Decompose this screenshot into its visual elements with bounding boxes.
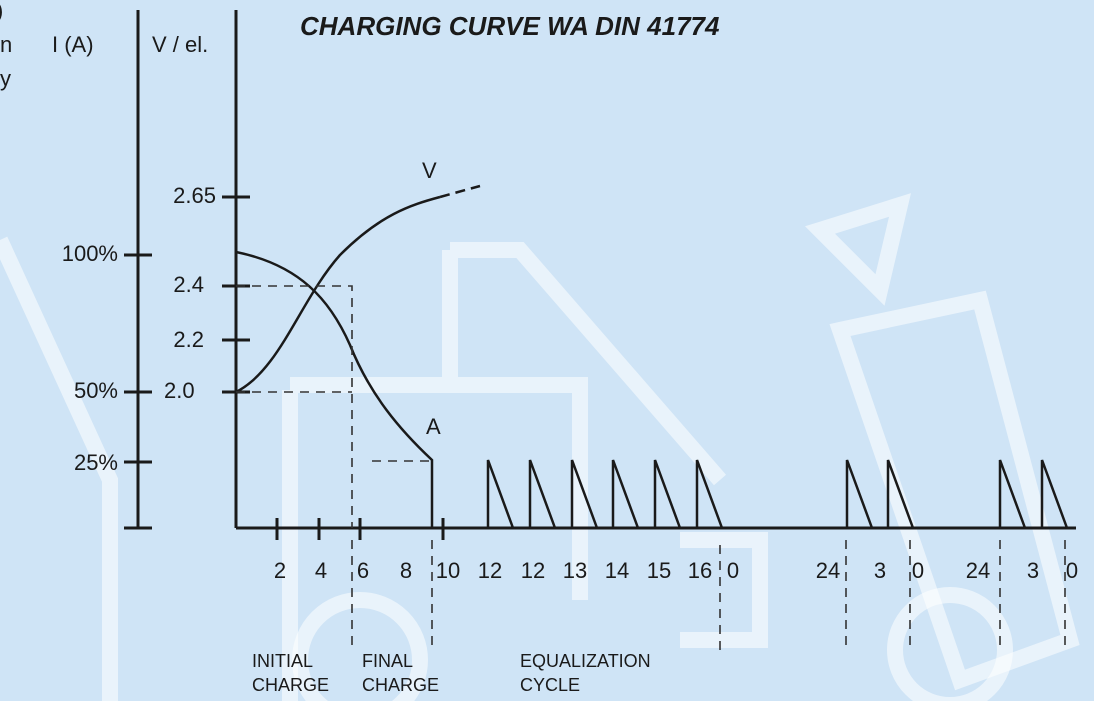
x-label: 0 [912, 558, 924, 583]
x-label: 6 [357, 558, 369, 583]
tick-label: 2.4 [173, 272, 204, 297]
x-label: 12 [478, 558, 502, 583]
axis-label: I (A) [52, 32, 94, 57]
x-label: 3 [874, 558, 886, 583]
x-label: 3 [1027, 558, 1039, 583]
phase-label: INITIAL [252, 651, 313, 671]
tick-label: 2.0 [164, 378, 195, 403]
x-label: 2 [274, 558, 286, 583]
x-label: 10 [436, 558, 460, 583]
x-label: 24 [816, 558, 840, 583]
x-label: 12 [521, 558, 545, 583]
phase-label: CHARGE [362, 675, 439, 695]
phase-label: FINAL [362, 651, 413, 671]
tick-label: 50% [74, 378, 118, 403]
tick-label: 2.2 [173, 327, 204, 352]
tick-label: 2.65 [173, 183, 216, 208]
curve-label: A [426, 414, 441, 439]
phase-label: CHARGE [252, 675, 329, 695]
x-label: 4 [315, 558, 327, 583]
x-label: 24 [966, 558, 990, 583]
x-label: 8 [400, 558, 412, 583]
x-label: 16 [688, 558, 712, 583]
curve-label: V [422, 158, 437, 183]
phase-label: CYCLE [520, 675, 580, 695]
charging-diagram: ) n y CHARGING CURVE WA DIN 41774 I (A) … [0, 0, 1094, 701]
x-label: 15 [647, 558, 671, 583]
x-label: 0 [1066, 558, 1078, 583]
fragment: ) [0, 0, 3, 23]
x-label: 0 [727, 558, 739, 583]
tick-label: 100% [62, 241, 118, 266]
axes [124, 10, 1076, 540]
axis-label: V / el. [152, 32, 208, 57]
fragment: n [0, 32, 12, 57]
tick-label: 25% [74, 450, 118, 475]
x-label: 13 [563, 558, 587, 583]
x-label: 14 [605, 558, 629, 583]
phase-label: EQUALIZATION [520, 651, 651, 671]
fragment: y [0, 66, 11, 91]
title: CHARGING CURVE WA DIN 41774 [300, 11, 720, 41]
